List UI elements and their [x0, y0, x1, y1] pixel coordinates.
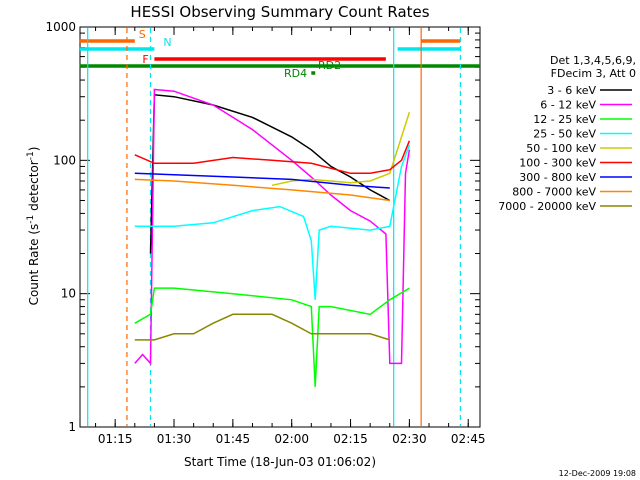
series-line-8: [134, 313, 391, 341]
legend-entry-6: 300 - 800 keV: [519, 171, 596, 184]
series-layer: [134, 88, 411, 387]
y-axis-label-end: ): [27, 147, 41, 152]
x-tick-label: 02:45: [451, 432, 486, 446]
flag-label-s: S: [139, 28, 146, 41]
flag-label-rd4: RD4: [284, 67, 307, 80]
x-tick-label: 02:30: [392, 432, 427, 446]
flag-label-n: N: [163, 36, 171, 49]
series-line-5: [134, 140, 411, 175]
y-tick-label: 100: [53, 153, 76, 167]
axes-layer: 01:15 01:30 01:45 02:00 02:15 02:30 02:45 1000 1…: [45, 20, 485, 446]
legend-entry-7: 800 - 7000 keV: [512, 186, 596, 199]
series-line-0: [149, 93, 391, 254]
timestamp-stamp: 12-Dec-2009 19:08: [559, 469, 636, 478]
y-tick-label: 1: [68, 420, 76, 434]
x-tick-label: 02:15: [333, 432, 368, 446]
legend-entry-2: 12 - 25 keV: [533, 113, 596, 126]
x-tick-label: 01:30: [157, 432, 192, 446]
y-axis-label: Count Rate (s-1 detector-1): [26, 147, 41, 306]
y-tick-label: 1000: [45, 20, 76, 34]
series-line-2: [134, 287, 410, 387]
legend-header-1: FDecim 3, Att 0: [551, 67, 636, 80]
series-line-3: [134, 144, 411, 300]
legend-entry-3: 25 - 50 keV: [533, 128, 596, 141]
series-line-6: [134, 172, 390, 189]
flag-label-f: F: [142, 53, 148, 66]
y-tick-label: 10: [61, 287, 76, 301]
legend-entry-8: 7000 - 20000 keV: [498, 200, 596, 213]
legend-header-0: Det 1,3,4,5,6,9,: [550, 54, 636, 67]
legend-entry-5: 100 - 300 keV: [519, 157, 596, 170]
x-tick-label: 02:00: [274, 432, 309, 446]
vertical-lines-layer: [87, 28, 461, 426]
flag-label-rd2: RD2: [318, 59, 341, 72]
legend: Det 1,3,4,5,6,9,FDecim 3, Att 0 3 - 6 keV…: [498, 54, 636, 213]
legend-entry-4: 50 - 100 keV: [526, 142, 596, 155]
y-axis-label-main: Count Rate (s: [27, 224, 41, 306]
plot-frame: [79, 26, 481, 428]
series-line-4: [271, 111, 411, 187]
x-tick-label: 01:45: [216, 432, 251, 446]
legend-entry-1: 6 - 12 keV: [540, 99, 596, 112]
legend-entry-0: 3 - 6 keV: [547, 84, 596, 97]
series-line-7: [134, 178, 390, 202]
y-axis-label-mid: detector: [27, 160, 41, 215]
x-tick-label: 01:15: [98, 432, 133, 446]
chart-title: HESSI Observing Summary Count Rates: [130, 3, 429, 21]
flags-layer: S N F RD2 RD4: [79, 28, 480, 80]
y-axis-label-sup2: -1: [26, 151, 36, 160]
x-axis-label: Start Time (18-Jun-03 01:06:02): [184, 455, 376, 469]
y-axis-label-sup1: -1: [26, 215, 36, 224]
